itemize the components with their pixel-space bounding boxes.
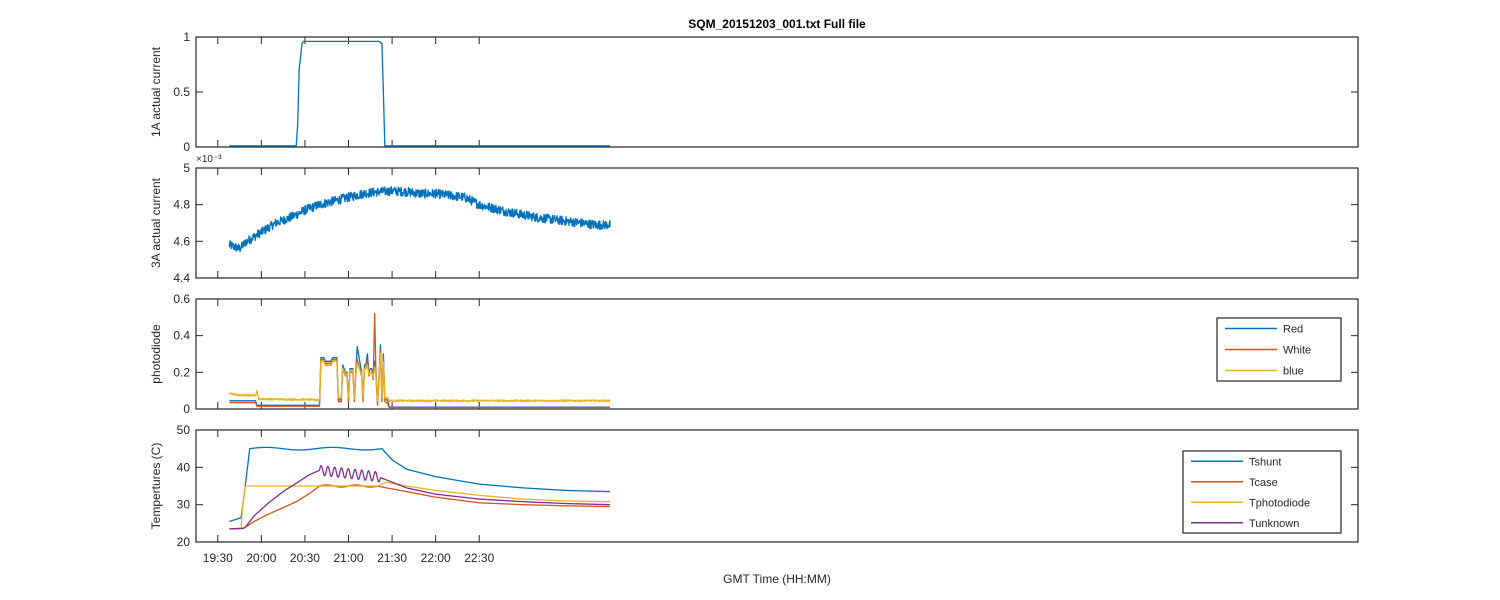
y-axis-label: photodiode bbox=[149, 324, 163, 384]
series-line-3a-actual-current bbox=[228, 186, 611, 252]
x-tick-label: 21:00 bbox=[333, 551, 363, 565]
legend-entry: Red bbox=[1283, 324, 1303, 336]
y-exponent-label: ×10⁻³ bbox=[196, 154, 222, 165]
y-tick-label: 30 bbox=[177, 498, 191, 512]
x-tick-label: 19:30 bbox=[203, 551, 233, 565]
series-line-1a-actual-current bbox=[229, 40, 611, 147]
subplot-3: 0 0.2 0.4 0.6 photodiode Red White blue bbox=[149, 292, 1359, 416]
legend-entry: Tphotodiode bbox=[1249, 497, 1310, 509]
y-tick-label: 4.6 bbox=[173, 234, 190, 248]
series-line-tcase bbox=[229, 484, 611, 530]
x-tick-label: 22:00 bbox=[421, 551, 451, 565]
series-line-tphotodiode bbox=[240, 481, 611, 529]
y-axis-label: Tempertures (C) bbox=[149, 443, 163, 530]
axes-box bbox=[195, 36, 1359, 148]
subplot-1: 0 0.5 1 1A actual current bbox=[149, 30, 1359, 154]
y-tick-label: 0 bbox=[183, 140, 190, 154]
subplot-4: 19:30 20:00 20:30 21:00 21:30 22:00 22:30 20 30 4… bbox=[149, 423, 1359, 565]
y-tick-label: 40 bbox=[177, 460, 191, 474]
legend-entry: Tunknown bbox=[1249, 518, 1299, 530]
legend-entry: Tshunt bbox=[1249, 456, 1281, 468]
legend: Tshunt Tcase Tphotodiode Tunknown bbox=[1182, 450, 1342, 534]
x-tick-label: 22:30 bbox=[464, 551, 494, 565]
y-tick-label: 0.6 bbox=[173, 292, 190, 306]
axes-box bbox=[195, 298, 1359, 410]
legend-entry: White bbox=[1283, 345, 1311, 357]
legend-entry: blue bbox=[1283, 366, 1304, 378]
y-tick-label: 5 bbox=[183, 161, 190, 175]
axes-box bbox=[195, 429, 1359, 543]
y-axis-label: 1A actual current bbox=[149, 46, 163, 137]
x-tick-label: 21:30 bbox=[377, 551, 407, 565]
legend-entry: Tcase bbox=[1249, 477, 1278, 489]
plot-area: 0 0.5 1 1A actual current 4.4 4.6 4.8 5 3A actua… bbox=[149, 30, 1359, 565]
y-tick-label: 0 bbox=[183, 402, 190, 416]
series-line-white bbox=[229, 313, 611, 409]
y-tick-label: 50 bbox=[177, 423, 191, 437]
axes-box bbox=[195, 167, 1359, 279]
y-tick-label: 1 bbox=[183, 30, 190, 44]
series-line-tunknown bbox=[229, 465, 611, 530]
legend: Red White blue bbox=[1216, 317, 1342, 382]
y-tick-label: 4.4 bbox=[173, 271, 190, 285]
y-tick-label: 4.8 bbox=[173, 198, 190, 212]
figure-title: SQM_20151203_001.txt Full file bbox=[688, 17, 866, 31]
subplot-2: 4.4 4.6 4.8 5 3A actual current ×10⁻³ bbox=[149, 154, 1359, 285]
y-tick-label: 20 bbox=[177, 535, 191, 549]
x-tick-label: 20:30 bbox=[290, 551, 320, 565]
series-line-tshunt bbox=[229, 446, 611, 523]
y-tick-label: 0.2 bbox=[173, 365, 190, 379]
legend-box bbox=[1182, 450, 1342, 534]
y-tick-label: 0.4 bbox=[173, 329, 190, 343]
x-axis-label: GMT Time (HH:MM) bbox=[723, 572, 831, 586]
x-tick-label: 20:00 bbox=[246, 551, 276, 565]
series-line-blue bbox=[228, 352, 611, 403]
y-axis-label: 3A actual current bbox=[149, 177, 163, 268]
y-tick-label: 0.5 bbox=[173, 85, 190, 99]
